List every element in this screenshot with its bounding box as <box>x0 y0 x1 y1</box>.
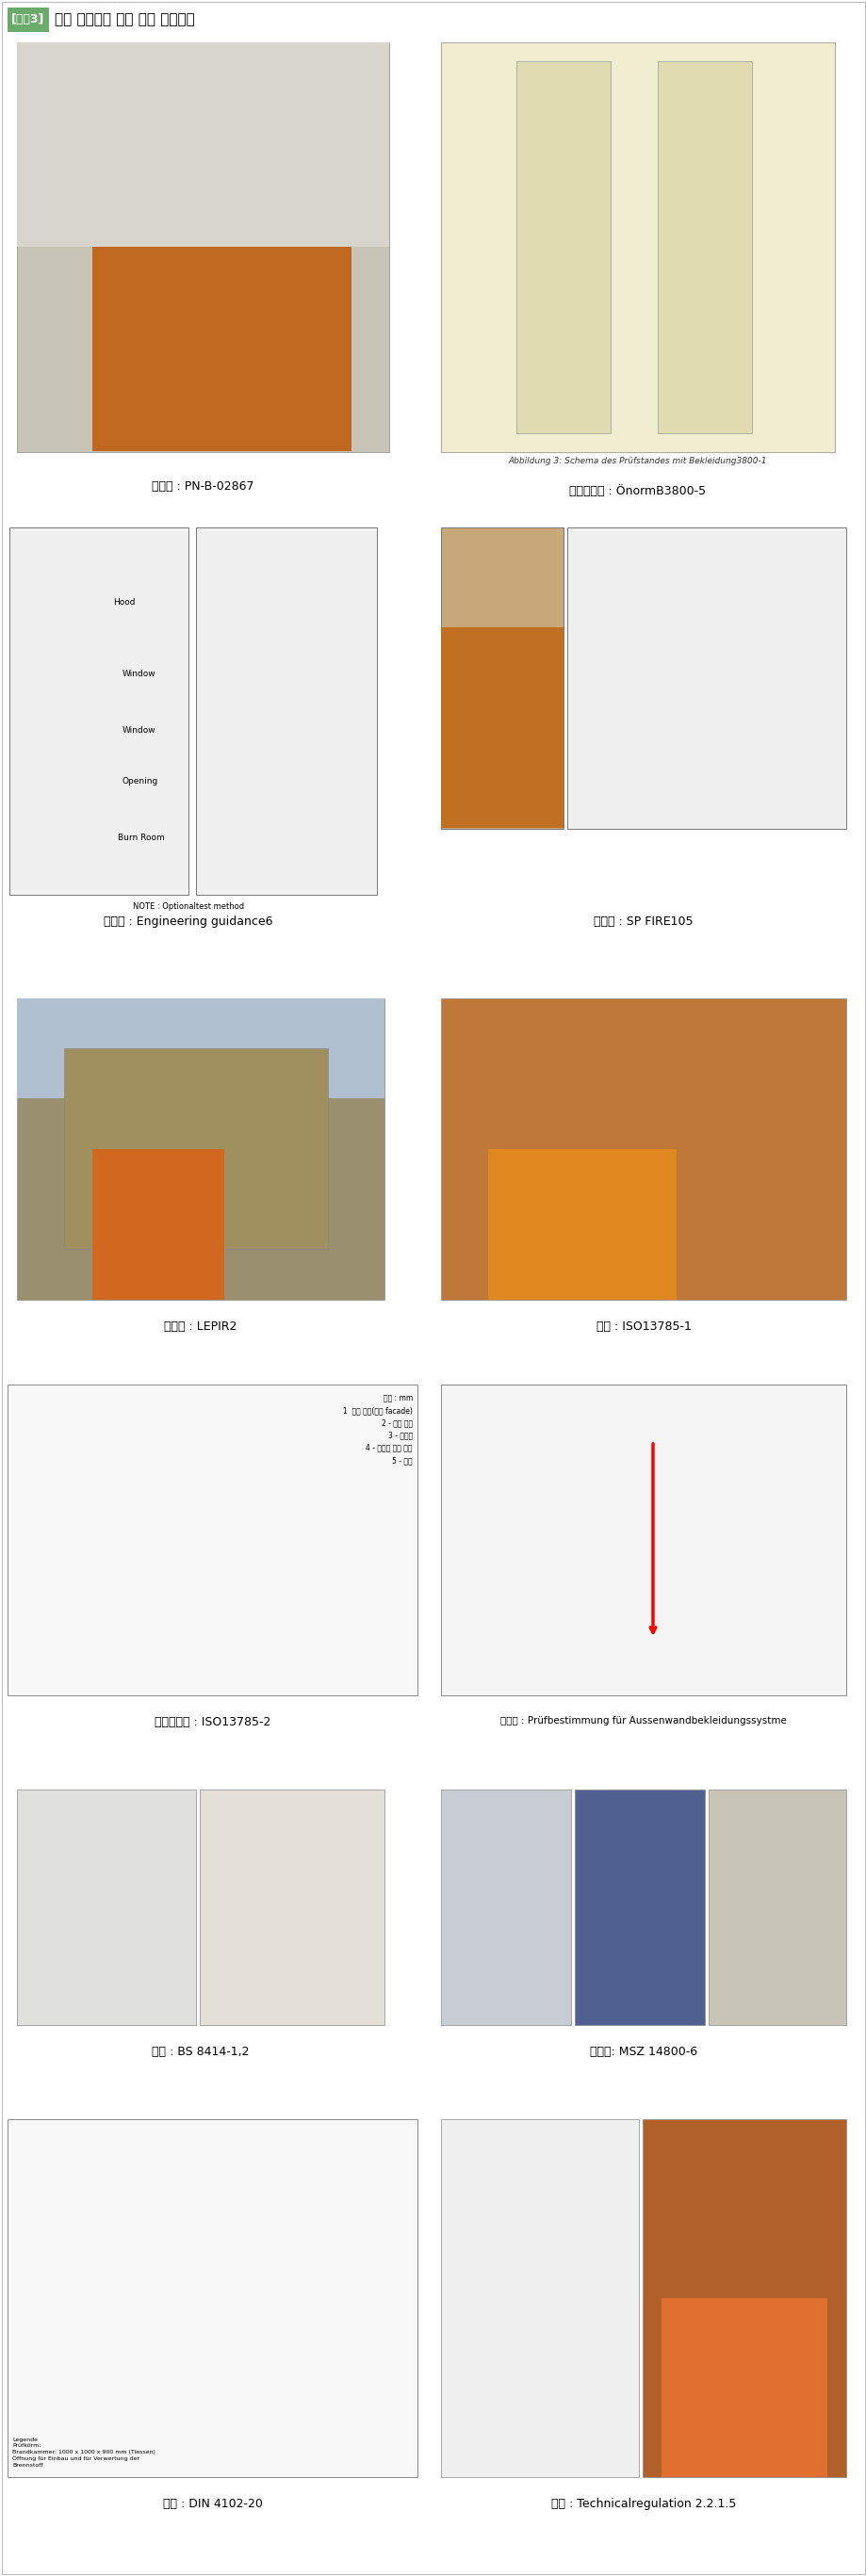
Text: 외벽 마감재에 대한 국외 시험방법: 외벽 마감재에 대한 국외 시험방법 <box>55 13 195 26</box>
Bar <box>10 528 188 894</box>
Bar <box>17 41 389 247</box>
Text: 헝가리: MSZ 14800-6: 헝가리: MSZ 14800-6 <box>589 2045 696 2058</box>
Bar <box>8 8 49 31</box>
Text: Window: Window <box>122 726 156 734</box>
Bar <box>196 528 377 894</box>
Bar <box>17 999 384 1301</box>
Bar <box>574 1790 704 2025</box>
Bar <box>8 1383 417 1695</box>
Text: 영국 : BS 8414-1,2: 영국 : BS 8414-1,2 <box>152 2045 249 2058</box>
Bar <box>657 62 751 433</box>
Bar <box>441 2120 638 2478</box>
Text: 체코 : ISO13785-1: 체코 : ISO13785-1 <box>596 1321 690 1332</box>
Bar <box>8 2120 417 2478</box>
Text: 독일 : Technicalregulation 2.2.1.5: 독일 : Technicalregulation 2.2.1.5 <box>551 2499 735 2509</box>
Text: NOTE : Optionaltest method: NOTE : Optionaltest method <box>132 902 244 912</box>
Bar <box>642 2120 845 2478</box>
Text: 핀란드 : Engineering guidance6: 핀란드 : Engineering guidance6 <box>104 914 273 927</box>
Bar <box>93 247 351 451</box>
Text: 오스트리아 : ÖnormB3800-5: 오스트리아 : ÖnormB3800-5 <box>569 484 706 497</box>
Text: 독일 : DIN 4102-20: 독일 : DIN 4102-20 <box>163 2499 262 2509</box>
Text: Opening: Opening <box>122 778 158 786</box>
Text: Hood: Hood <box>113 598 135 608</box>
Text: 슬로바키아 : ISO13785-2: 슬로바키아 : ISO13785-2 <box>154 1716 270 1728</box>
Bar <box>199 1790 384 2025</box>
Bar <box>93 1149 224 1301</box>
Bar <box>17 41 389 453</box>
Text: 폴란드 : PN-B-02867: 폴란드 : PN-B-02867 <box>152 479 254 492</box>
Bar <box>441 629 563 827</box>
Bar <box>516 62 610 433</box>
Text: 단위 : mm
1  주벽 시편(메인 facade)
2 - 격자 시편
3 - 판스틸
4 - 연소실 문문 구성
5 - 바닥: 단위 : mm 1 주벽 시편(메인 facade) 2 - 격자 시편 3 -… <box>343 1394 412 1466</box>
Text: [그림3]: [그림3] <box>11 13 45 26</box>
Bar <box>17 999 384 1097</box>
Text: 스위스 : Prüfbestimmung für Aussenwandbekleidungssystme: 스위스 : Prüfbestimmung für Aussenwandbekle… <box>500 1716 786 1726</box>
Text: 스웨덴 : SP FIRE105: 스웨덴 : SP FIRE105 <box>593 914 693 927</box>
Bar <box>441 1383 845 1695</box>
Bar <box>566 528 845 829</box>
Text: Burn Room: Burn Room <box>118 835 165 842</box>
Bar <box>17 1790 196 2025</box>
Text: Abbildung 3: Schema des Prüfstandes mit Bekleidung3800-1: Abbildung 3: Schema des Prüfstandes mit … <box>508 456 766 466</box>
Text: Window: Window <box>122 670 156 677</box>
Bar <box>708 1790 845 2025</box>
Bar <box>64 1048 327 1249</box>
Bar <box>441 528 563 829</box>
Bar <box>441 1790 571 2025</box>
Text: 프랑스 : LEPIR2: 프랑스 : LEPIR2 <box>164 1321 237 1332</box>
Bar <box>661 2298 826 2478</box>
Bar <box>488 1149 675 1301</box>
Text: Legende
Prüfkörm:
Brandkammer: 1000 x 1000 x 900 mm (Tiessen)
Öffnung für Einbau: Legende Prüfkörm: Brandkammer: 1000 x 10… <box>12 2437 155 2468</box>
Bar <box>441 41 834 453</box>
Bar <box>441 999 845 1301</box>
